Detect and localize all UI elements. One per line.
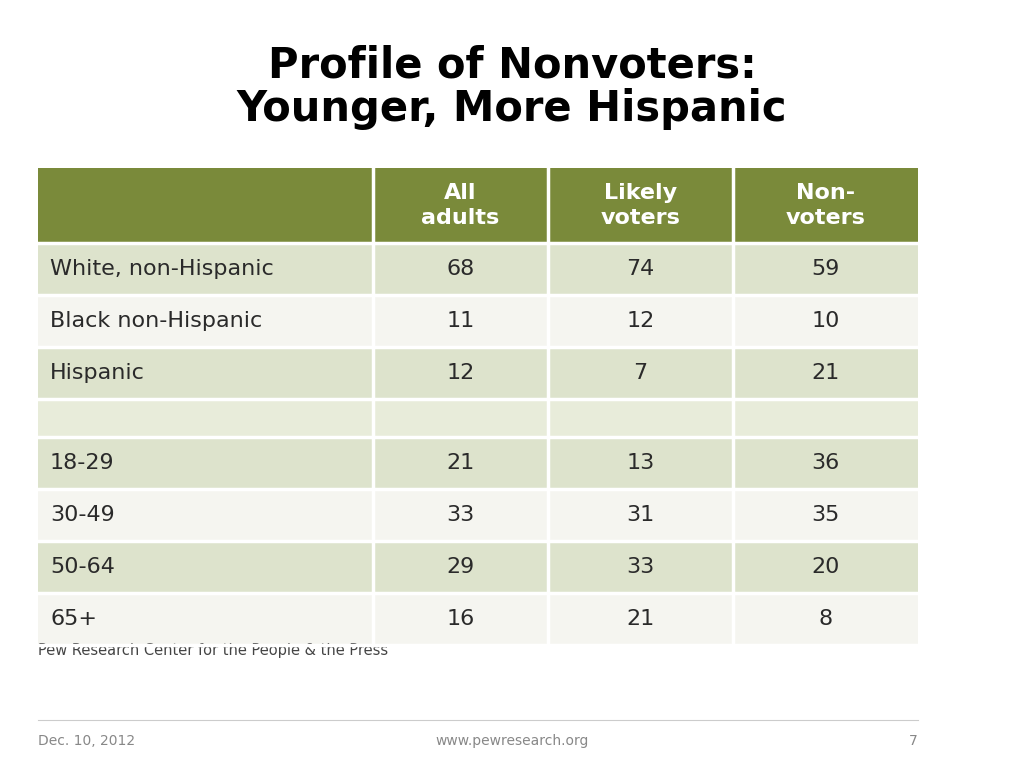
Bar [38,168,373,243]
Text: White, non-Hispanic: White, non-Hispanic [50,259,273,279]
Bar [38,437,373,489]
Text: Profile of Nonvoters:: Profile of Nonvoters: [267,45,757,87]
Bar [548,437,733,489]
Text: All
adults: All adults [421,183,500,228]
Text: www.pewresearch.org: www.pewresearch.org [435,734,589,748]
Bar [38,489,373,541]
Bar [38,295,373,347]
Bar [548,168,733,243]
Text: 74: 74 [627,259,654,279]
Text: Hispanic: Hispanic [50,363,144,383]
Bar [38,347,373,399]
Text: 12: 12 [446,363,475,383]
Text: 7: 7 [909,734,918,748]
Bar [733,541,918,593]
Text: Non-
voters: Non- voters [785,183,865,228]
Text: 8: 8 [818,609,833,629]
Text: 31: 31 [627,505,654,525]
Text: 18-29: 18-29 [50,453,115,473]
Bar [548,243,733,295]
Text: 21: 21 [446,453,475,473]
Text: 12: 12 [627,311,654,331]
Bar [373,295,548,347]
Text: 50-64: 50-64 [50,557,115,577]
Text: 21: 21 [811,363,840,383]
Text: 59: 59 [811,259,840,279]
Text: Younger, More Hispanic: Younger, More Hispanic [237,88,787,130]
Text: 65+: 65+ [50,609,97,629]
Bar [548,541,733,593]
Bar [373,243,548,295]
Text: Pew Research Center for the People & the Press: Pew Research Center for the People & the… [38,643,388,658]
Bar [733,295,918,347]
Text: 33: 33 [446,505,475,525]
Bar [373,541,548,593]
Text: 20: 20 [811,557,840,577]
Text: 35: 35 [811,505,840,525]
Bar [373,347,548,399]
Bar [733,168,918,243]
Bar [373,489,548,541]
Text: 13: 13 [627,453,654,473]
Bar [38,593,373,645]
Bar [733,593,918,645]
Text: 33: 33 [627,557,654,577]
Bar [38,243,373,295]
Text: Black non-Hispanic: Black non-Hispanic [50,311,262,331]
Bar [38,399,373,437]
Bar [548,295,733,347]
Bar [548,593,733,645]
Bar [548,489,733,541]
Bar [733,347,918,399]
Text: 16: 16 [446,609,475,629]
Bar [548,399,733,437]
Bar [373,399,548,437]
Bar [373,168,548,243]
Bar [373,593,548,645]
Text: 10: 10 [811,311,840,331]
Bar [373,437,548,489]
Text: 29: 29 [446,557,475,577]
Bar [733,399,918,437]
Bar [733,437,918,489]
Bar [548,347,733,399]
Text: 68: 68 [446,259,475,279]
Text: 11: 11 [446,311,475,331]
Bar [733,243,918,295]
Bar [733,489,918,541]
Text: Dec. 10, 2012: Dec. 10, 2012 [38,734,135,748]
Text: Likely
voters: Likely voters [600,183,680,228]
Text: 7: 7 [634,363,647,383]
Bar [38,541,373,593]
Text: 30-49: 30-49 [50,505,115,525]
Text: 21: 21 [627,609,654,629]
Text: 36: 36 [811,453,840,473]
